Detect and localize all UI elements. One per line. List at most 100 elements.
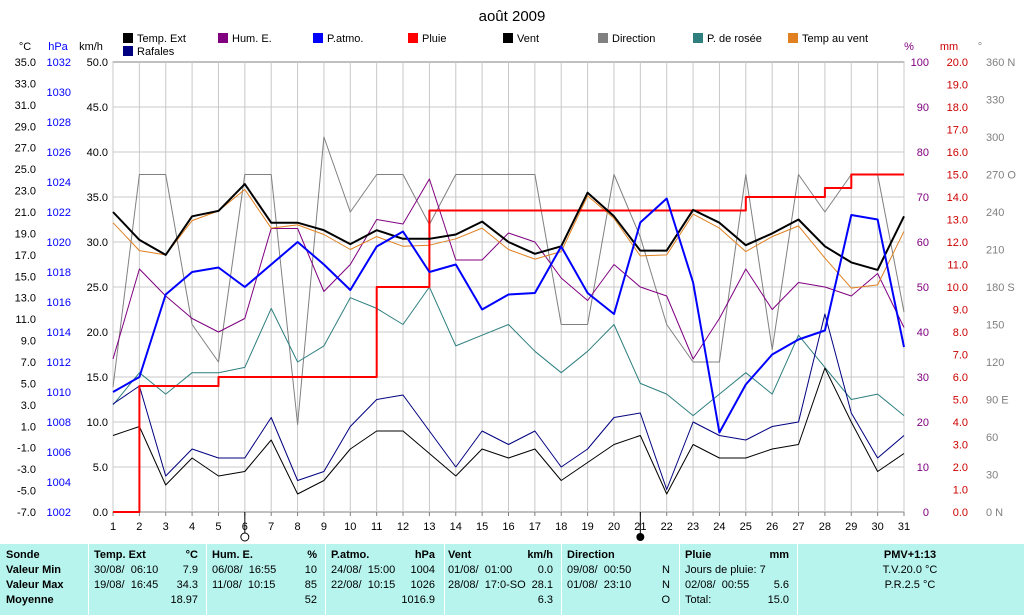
tick-label-left-celsius: 13.0	[15, 293, 36, 305]
tick-label-right-mm: 19.0	[947, 80, 968, 92]
tick-label-left-hpa: 1010	[47, 387, 71, 399]
x-tick-label: 19	[581, 521, 593, 533]
moon-full-icon	[636, 533, 645, 541]
axis-unit-left-hpa: hPa	[48, 41, 68, 53]
axis-unit-right-deg: °	[978, 41, 982, 53]
x-tick-label: 13	[423, 521, 435, 533]
tick-label-left-kmh: 45.0	[87, 102, 108, 114]
tick-label-left-hpa: 1018	[47, 267, 71, 279]
patmo-title: P.atmo.	[331, 549, 370, 561]
tick-label-left-celsius: -7.0	[17, 507, 36, 519]
tick-label-right-mm: 12.0	[947, 237, 968, 249]
tick-label-left-kmh: 15.0	[87, 372, 108, 384]
x-tick-label: 16	[502, 521, 514, 533]
x-tick-label: 1	[110, 521, 116, 533]
tick-label-right-mm: 3.0	[953, 440, 968, 452]
legend-label: P.atmo.	[327, 33, 364, 45]
summary-pmv: PMV+1:13 T.V.20.0 °C P.R.2.5 °C	[800, 548, 1020, 593]
series-line-rafales	[112, 313, 905, 490]
patmo-min-val: 1004	[410, 564, 435, 576]
summary-pluie: Pluie mm Jours de pluie: 7 02/08/ 00:55 5.…	[685, 548, 789, 608]
dir-avg: O	[661, 594, 670, 606]
x-tick-label: 12	[397, 521, 409, 533]
vent-avg: 6.3	[537, 594, 553, 606]
temp-max-val: 34.3	[176, 579, 198, 591]
pluie-total-label: Total:	[685, 594, 712, 606]
x-tick-label: 26	[766, 521, 778, 533]
tick-label-left-kmh: 30.0	[87, 237, 108, 249]
tick-label-left-hpa: 1014	[47, 327, 71, 339]
tick-label-right-mm: 13.0	[947, 215, 968, 227]
legend-swatch	[123, 46, 133, 56]
summary-hum: Hum. E.% 06/08/ 16:55 10 11/08/ 10:15 85 5…	[212, 548, 317, 608]
x-tick-label: 31	[898, 521, 910, 533]
series-line-vent	[112, 367, 905, 495]
moon-new-icon	[240, 532, 250, 542]
hum-max-val: 85	[304, 579, 317, 591]
patmo-avg: 1016.9	[401, 594, 435, 606]
hum-max-time: 11/08/ 10:15	[212, 579, 276, 591]
x-tick-label: 30	[872, 521, 884, 533]
vent-max-time: 28/08/ 17:0-SO	[448, 579, 526, 591]
tick-label-left-celsius: 25.0	[15, 164, 36, 176]
tick-label-left-celsius: 9.0	[21, 336, 36, 348]
legend-swatch	[123, 33, 133, 43]
legend-swatch	[408, 33, 418, 43]
x-tick-label: 24	[713, 521, 725, 533]
x-tick-label: 27	[792, 521, 804, 533]
tick-label-left-celsius: 5.0	[21, 378, 36, 390]
hum-avg: 52	[304, 594, 317, 606]
plot-series	[112, 136, 905, 513]
tick-label-left-celsius: -1.0	[17, 443, 36, 455]
tick-label-right-percent: 60	[917, 237, 929, 249]
tick-label-right-percent: 40	[917, 327, 929, 339]
tick-label-right-mm: 4.0	[953, 417, 968, 429]
tick-label-left-celsius: 1.0	[21, 421, 36, 433]
pluie-max-val: 5.6	[773, 579, 789, 591]
axis-unit-left-celsius: °C	[19, 41, 31, 53]
tick-label-right-deg: 210	[986, 245, 1004, 257]
series-line-temp-au-vent	[112, 189, 905, 289]
vent-max-val: 28.1	[531, 579, 553, 591]
x-tick-label: 28	[819, 521, 831, 533]
vent-unit: km/h	[527, 549, 553, 561]
label-min: Valeur Min	[6, 564, 62, 576]
tick-label-right-percent: 80	[917, 147, 929, 159]
tick-label-right-mm: 10.0	[947, 282, 968, 294]
pmv-title: PMV+1:13	[883, 549, 937, 561]
moon-phases	[240, 512, 645, 542]
summary-direction: Direction 09/08/ 00:50 N 01/08/ 23:10 N O	[567, 548, 670, 608]
dir-max-val: N	[662, 579, 670, 591]
series-line-hum-e	[112, 178, 905, 360]
temp-max-time: 19/08/ 16:45	[94, 579, 159, 591]
tick-label-left-hpa: 1022	[47, 207, 71, 219]
legend-swatch	[788, 33, 798, 43]
tick-label-right-mm: 9.0	[953, 305, 968, 317]
tick-label-right-mm: 5.0	[953, 395, 968, 407]
legend-swatch	[218, 33, 228, 43]
label-avg: Moyenne	[6, 594, 54, 606]
tick-label-left-hpa: 1024	[47, 177, 71, 189]
tick-label-right-percent: 0	[923, 507, 929, 519]
tick-label-left-hpa: 1002	[47, 507, 71, 519]
tick-labels: 35.033.031.029.027.025.023.021.019.017.0…	[15, 57, 1017, 533]
pmv-pr: P.R.2.5 °C	[884, 579, 936, 591]
tick-label-left-kmh: 10.0	[87, 417, 108, 429]
temp-min-val: 7.9	[182, 564, 198, 576]
tick-label-left-celsius: 35.0	[15, 57, 36, 69]
tick-label-right-percent: 20	[917, 417, 929, 429]
legend-swatch	[503, 33, 513, 43]
tick-label-right-percent: 50	[917, 282, 929, 294]
series-line-temp-ext	[112, 183, 905, 271]
dir-title: Direction	[567, 549, 615, 561]
legend-label: P. de rosée	[707, 33, 762, 45]
tick-label-left-celsius: 3.0	[21, 400, 36, 412]
chart-title: août 2009	[479, 8, 546, 25]
label-max: Valeur Max	[6, 579, 64, 591]
temp-avg: 18.97	[170, 594, 198, 606]
tick-label-left-hpa: 1006	[47, 447, 71, 459]
tick-label-left-celsius: 27.0	[15, 143, 36, 155]
dir-min-time: 09/08/ 00:50	[567, 564, 632, 576]
summary-temp: Temp. Ext °C 30/08/ 06:10 7.9 19/08/ 16:45…	[94, 548, 198, 608]
tick-label-right-percent: 90	[917, 102, 929, 114]
